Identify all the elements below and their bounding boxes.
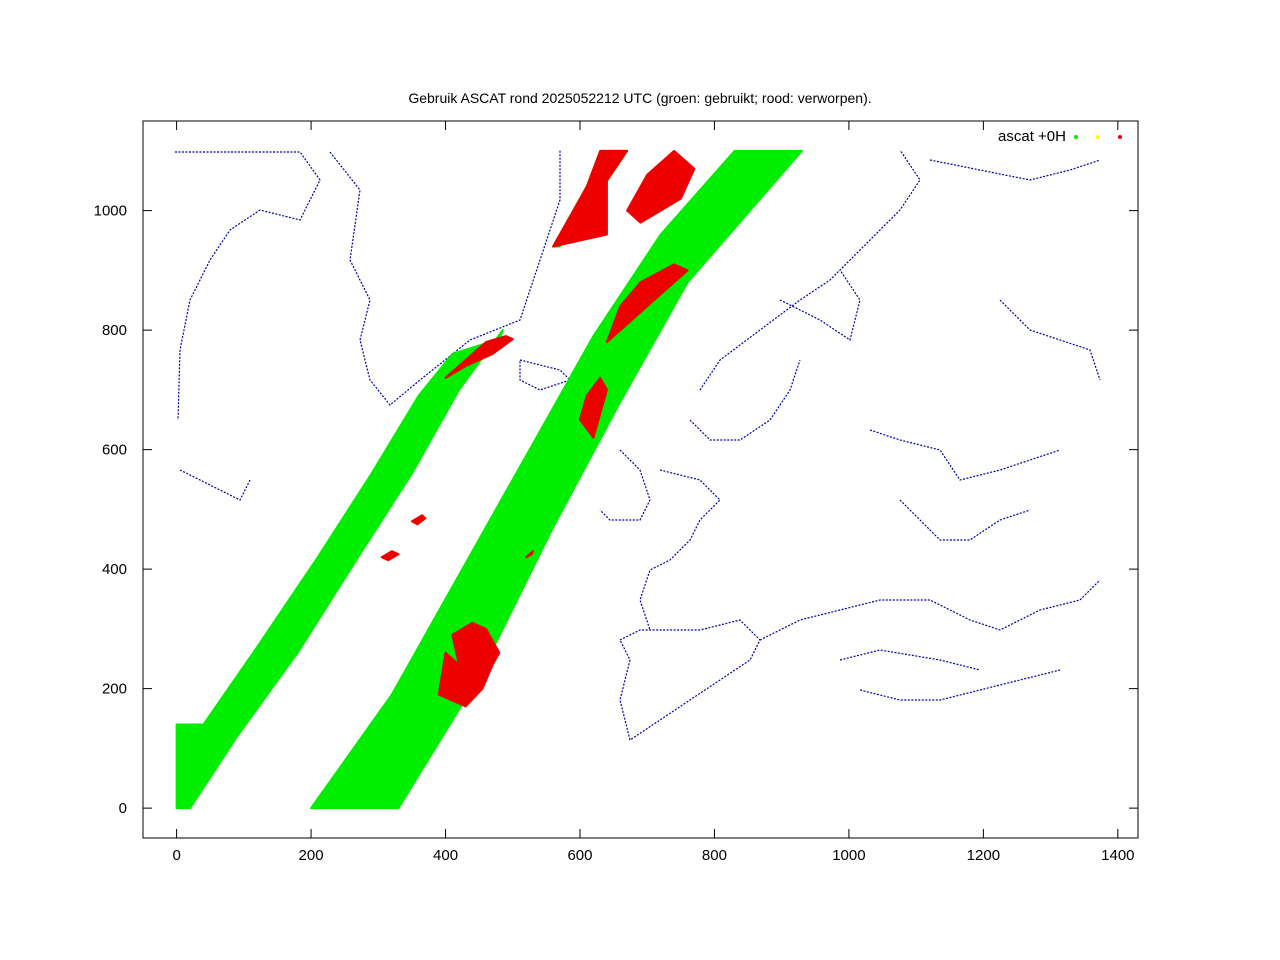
legend: ascat +0H [998,128,1122,145]
coastline-0 [175,151,321,421]
coastlines [175,149,1101,741]
used-swath-0 [175,329,504,810]
coastline-9 [839,649,981,671]
chart-title: Gebruik ASCAT rond 2025052212 UTC (groen… [408,90,871,106]
coastline-16 [179,469,251,501]
y-tick-label-0: 0 [119,800,127,817]
rejected-cluster-7 [410,514,427,526]
rejected-cluster-6 [380,550,400,562]
data-layer [175,149,803,810]
y-tick-label-800: 800 [102,322,127,339]
rejected-cluster-4 [605,263,689,344]
y-tick-label-1000: 1000 [94,203,127,220]
rejected-cluster-2 [552,149,629,248]
coastline-15 [929,159,1101,181]
rejected-cluster-1 [579,376,608,439]
coastline-8 [759,579,1101,641]
coastline-5 [599,449,651,521]
legend-label: ascat +0H [998,128,1066,145]
x-tick-label-1400: 1400 [1101,847,1134,864]
x-tick-label-200: 200 [299,847,324,864]
coastline-10 [859,669,1061,701]
plot-frame [142,120,1139,839]
coastline-11 [869,429,1061,481]
legend-marker-used [1074,135,1078,139]
legend-marker-unused [1096,135,1100,139]
x-tick-label-800: 800 [702,847,727,864]
x-tick-label-1000: 1000 [832,847,865,864]
rejected-cluster-5 [444,335,514,379]
x-tick-label-0: 0 [172,847,180,864]
legend-marker-rejected [1118,135,1122,139]
rejected-cluster-3 [626,149,696,224]
y-tick-label-600: 600 [102,442,127,459]
x-tick-label-600: 600 [567,847,592,864]
coastline-1 [329,150,561,406]
x-tick-label-400: 400 [433,847,458,864]
y-tick-label-400: 400 [102,561,127,578]
rejected-cluster-8 [525,550,534,559]
coastline-4 [689,359,801,441]
coastline-2 [519,359,572,391]
coastline-12 [899,499,1031,541]
coastline-7 [619,619,761,741]
y-tick-label-200: 200 [102,681,127,698]
axes: 0 200 400 600 800 1000 1200 1400 0 200 400 600 800 10… [94,120,1139,864]
coastline-14 [999,299,1101,381]
x-tick-label-1200: 1200 [967,847,1000,864]
coastline-6 [639,469,721,631]
coastline-13 [779,269,861,341]
rejected-cluster-0 [437,621,501,708]
